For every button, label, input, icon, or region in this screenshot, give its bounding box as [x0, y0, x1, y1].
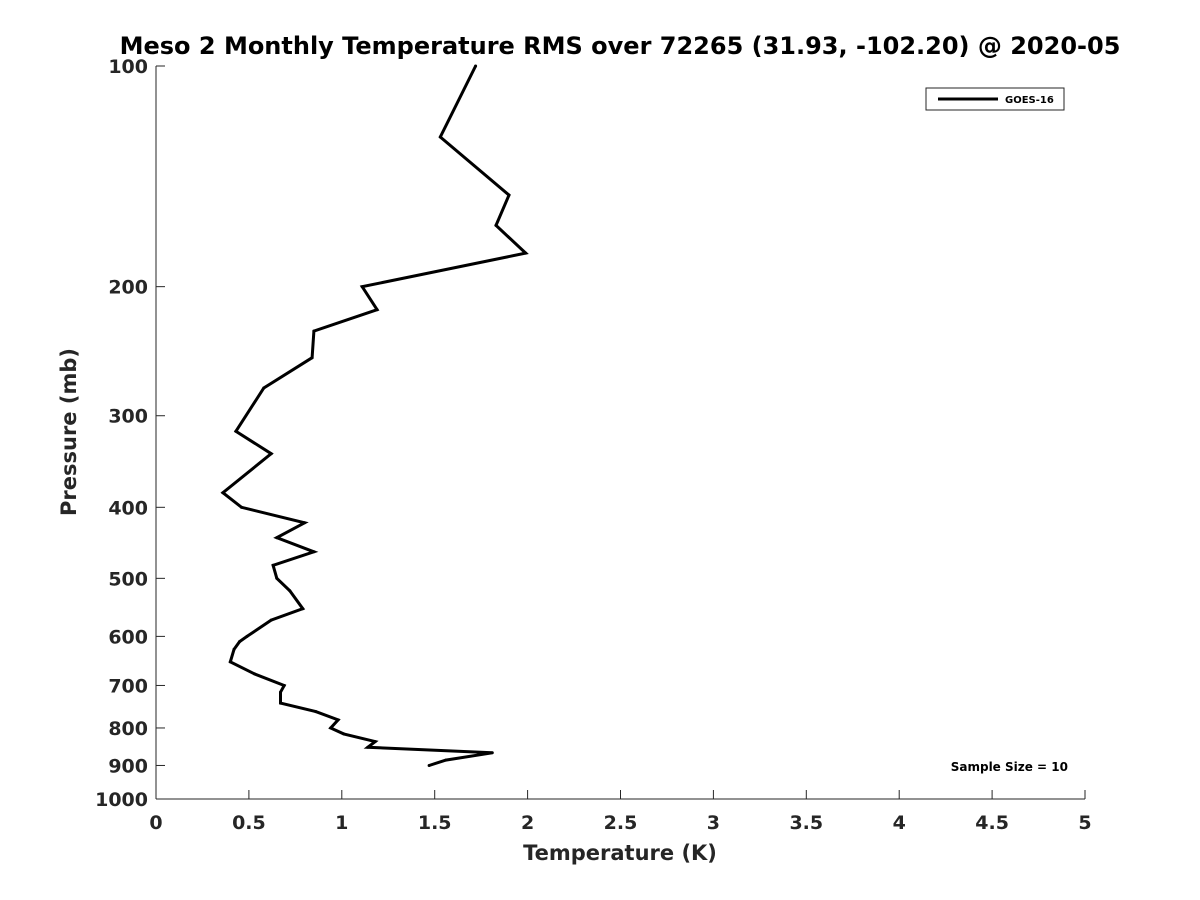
series-line-goes-16	[220, 65, 529, 767]
legend: GOES-16	[925, 87, 1065, 111]
data-point	[474, 64, 478, 68]
chart-title: Meso 2 Monthly Temperature RMS over 7226…	[120, 32, 1121, 60]
data-point	[444, 758, 448, 762]
y-tick-label: 700	[108, 675, 148, 697]
data-point	[427, 764, 431, 767]
data-point	[282, 684, 286, 687]
data-point	[314, 710, 318, 714]
legend-entry-goes-16: GOES-16	[1005, 95, 1054, 106]
y-tick-label: 400	[108, 497, 148, 519]
y-tick-label: 300	[108, 406, 148, 428]
data-point	[279, 701, 282, 705]
y-tick-label: 800	[108, 718, 148, 740]
x-axis-ticks: 0 0.5 1 1.5 2 2.5 3 3.5 4 4.5 5	[149, 790, 1092, 834]
data-point	[490, 751, 494, 755]
data-point	[310, 356, 314, 360]
y-axis-ticks: 100 200 300 400 500 600 700 800 900 1000	[95, 56, 165, 811]
data-point	[234, 429, 238, 433]
y-tick-label: 200	[108, 277, 148, 299]
data-point	[262, 386, 266, 390]
x-tick-label: 5	[1078, 812, 1091, 834]
data-point	[228, 660, 232, 664]
data-point	[336, 718, 340, 722]
x-tick-label: 3	[707, 812, 720, 834]
sample-size-annotation: Sample Size = 10	[951, 760, 1068, 774]
x-tick-label: 4.5	[975, 812, 1009, 834]
x-tick-label: 1.5	[418, 812, 452, 834]
data-point	[245, 634, 249, 638]
x-axis-label: Temperature (K)	[523, 841, 717, 865]
data-point	[269, 452, 273, 456]
data-point	[275, 536, 279, 540]
y-tick-label: 100	[108, 56, 148, 78]
x-tick-label: 4	[893, 812, 906, 834]
data-point	[253, 672, 256, 676]
data-point	[238, 640, 242, 644]
data-point	[232, 647, 236, 651]
data-point	[360, 285, 364, 289]
x-tick-label: 0	[149, 812, 162, 834]
y-tick-label: 1000	[95, 789, 148, 811]
y-axis-label: Pressure (mb)	[57, 348, 81, 516]
x-tick-label: 0.5	[232, 812, 266, 834]
data-point	[524, 251, 528, 255]
data-point	[312, 329, 316, 333]
data-point	[312, 550, 316, 554]
data-point	[221, 491, 225, 495]
data-point	[329, 726, 333, 730]
y-tick-label: 600	[108, 626, 148, 648]
data-point	[269, 618, 273, 622]
y-tick-label: 500	[108, 568, 148, 590]
x-tick-label: 2	[521, 812, 534, 834]
data-point	[301, 607, 305, 611]
series-layer	[220, 64, 529, 767]
x-tick-label: 1	[335, 812, 348, 834]
data-point	[494, 223, 498, 227]
data-point	[375, 308, 379, 312]
data-point	[275, 576, 279, 580]
data-point	[507, 193, 511, 197]
y-tick-label: 900	[108, 755, 148, 777]
data-point	[438, 135, 442, 139]
data-point	[303, 521, 307, 525]
x-tick-label: 3.5	[789, 812, 823, 834]
data-point	[271, 563, 275, 567]
plot-area: 0 0.5 1 1.5 2 2.5 3 3.5 4 4.5 5 100 200 300 400 500 600…	[95, 56, 1092, 834]
data-point	[342, 732, 346, 736]
data-point	[288, 589, 292, 593]
data-point	[240, 505, 243, 509]
data-point	[366, 745, 370, 749]
x-tick-label: 2.5	[604, 812, 638, 834]
data-point	[279, 690, 282, 694]
data-point	[373, 740, 377, 744]
